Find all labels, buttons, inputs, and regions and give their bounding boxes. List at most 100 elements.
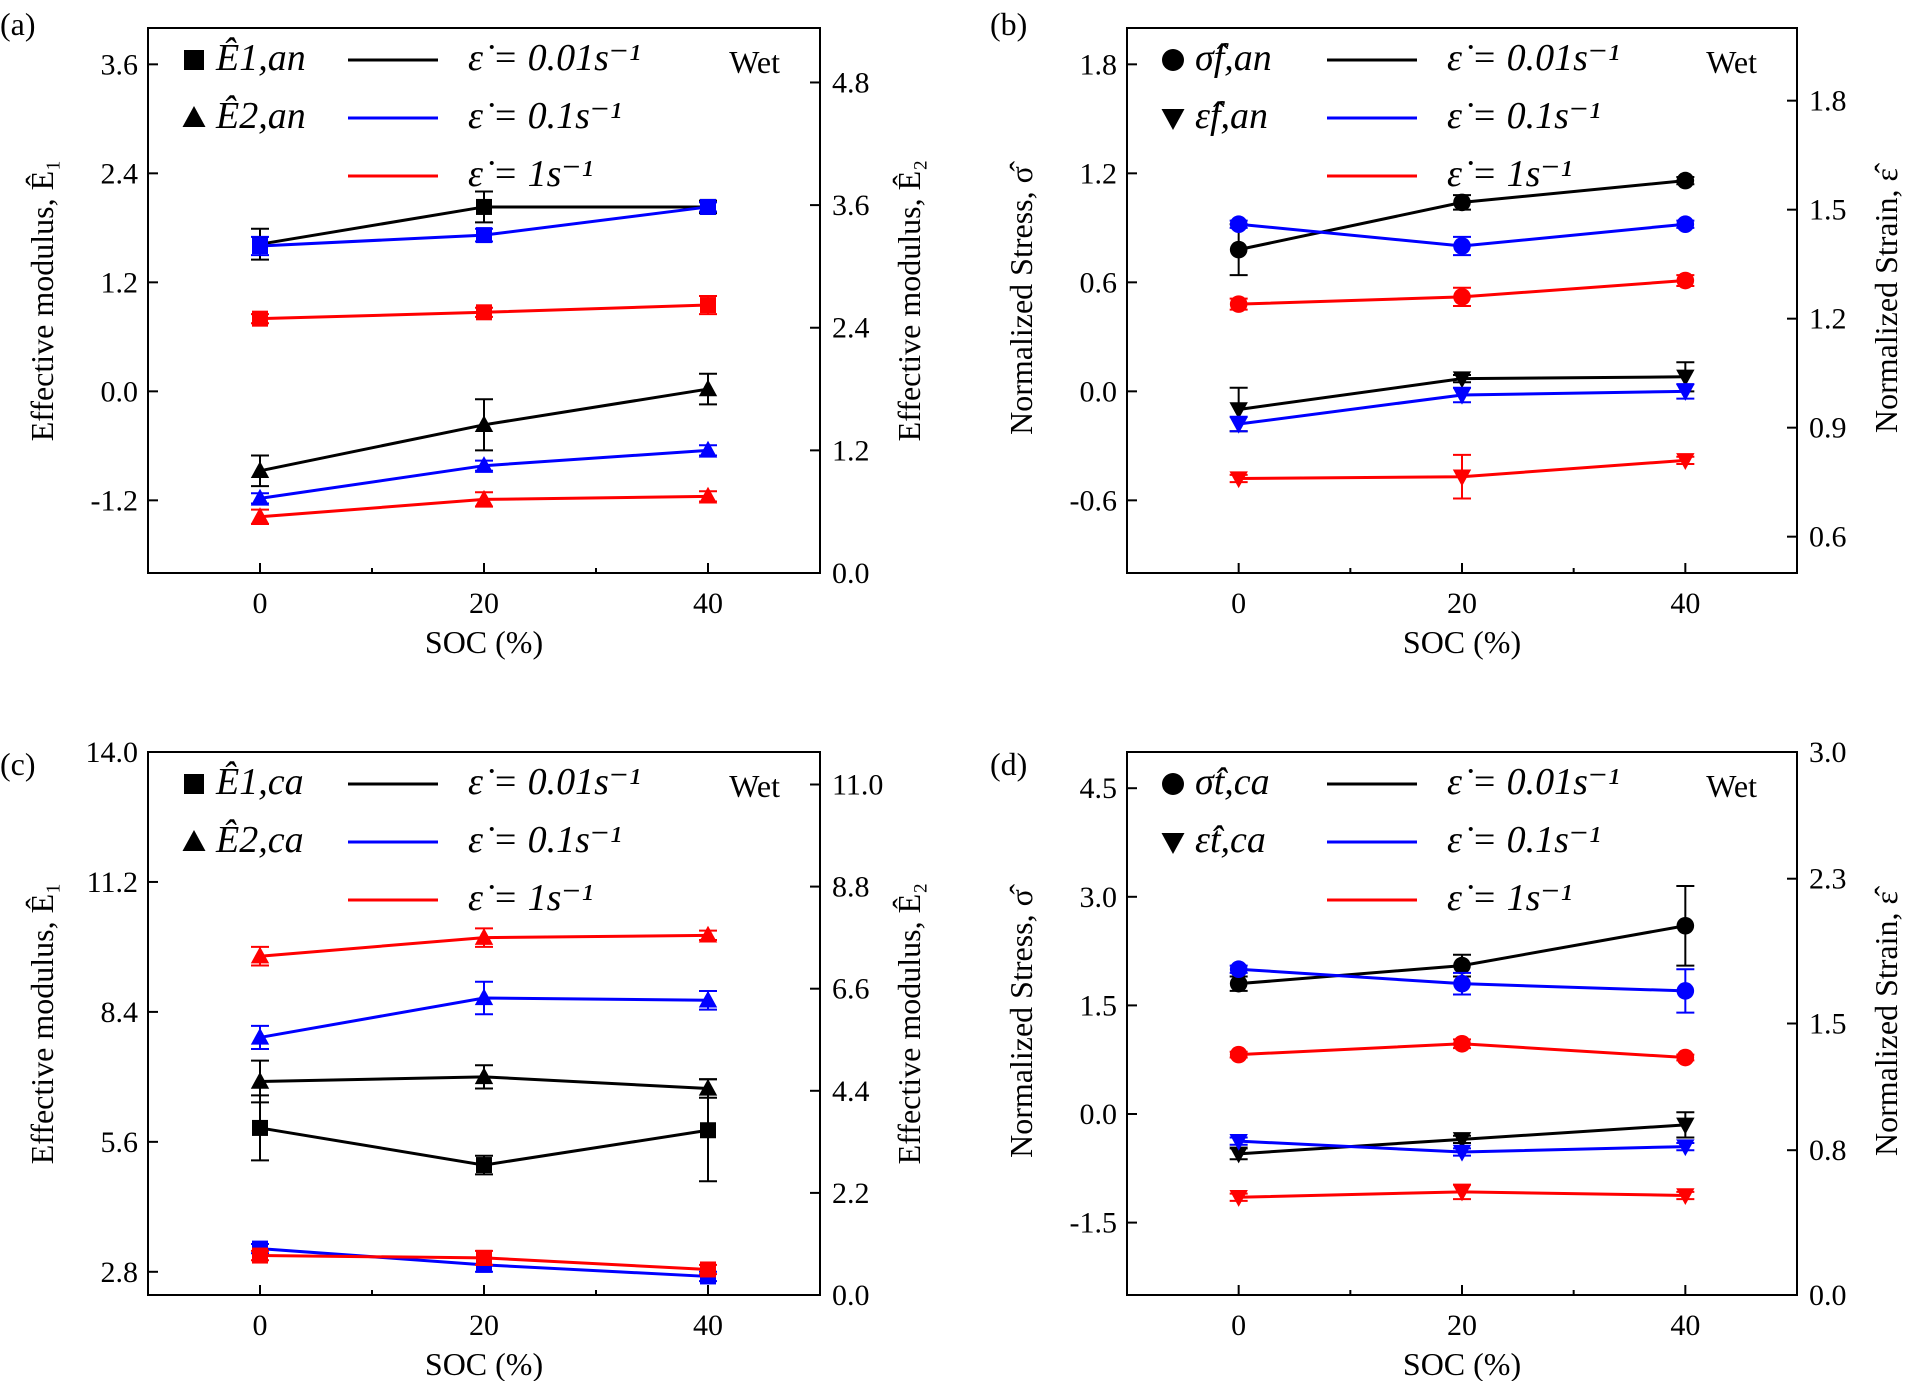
x-tick-label: 20 (1447, 1309, 1477, 1342)
data-point (1229, 1146, 1248, 1164)
y-right-tick-label: 2.4 (832, 312, 870, 345)
data-point (250, 946, 270, 964)
y-left-tick-label: 0.0 (1080, 375, 1118, 408)
y-right-tick-label: 4.8 (832, 66, 870, 99)
x-tick-label: 40 (1670, 1309, 1700, 1342)
y-left-tick-label: 14.0 (86, 736, 139, 769)
legend-line-label: ε̇ = 1s⁻¹ (1447, 877, 1572, 919)
y-left-tick-label: 3.0 (1080, 881, 1118, 914)
y-right-tick-label: 2.2 (832, 1177, 870, 1210)
data-point (1229, 402, 1248, 420)
data-point (1453, 974, 1471, 993)
data-point (1676, 369, 1695, 387)
y-right-tick-label: 1.5 (1809, 1008, 1847, 1041)
data-point (700, 198, 716, 215)
x-tick-label: 20 (1447, 587, 1477, 620)
y-left-tick-label: -0.6 (1070, 484, 1118, 517)
legend-line-label: ε̇ = 1s⁻¹ (468, 153, 593, 195)
y-left-tick-label: 0.0 (1080, 1098, 1118, 1131)
legend-marker (184, 774, 204, 794)
data-point (1452, 387, 1472, 405)
y-right-axis-label: Normalized Strain, ε̂ (1868, 885, 1904, 1156)
x-tick-label: 0 (253, 587, 268, 620)
data-point (476, 304, 492, 321)
y-right-tick-label: 0.8 (1809, 1134, 1847, 1167)
y-left-tick-label: 4.5 (1080, 772, 1118, 805)
series-square-red (251, 294, 717, 327)
series-square-black (251, 190, 717, 261)
data-point (1229, 974, 1248, 993)
panel-c: (c) 0 20 40 SOC (%) 2.8 5.6 8.4 11.2 14.0 0.0 2.2 4.… (0, 736, 927, 1381)
panel-label: (c) (0, 746, 36, 782)
data-point (250, 488, 270, 506)
panel-label: (b) (990, 6, 1027, 42)
x-tick-label: 40 (1670, 587, 1700, 620)
data-point (474, 415, 494, 433)
legend-marker (1162, 49, 1184, 71)
data-point (1229, 1045, 1248, 1064)
legend-marker (184, 50, 204, 70)
legend: Ê1,an Ê2,an ε̇ = 0.01s⁻¹ ε̇ = 0.1s⁻¹ ε̇ = 1s… (182, 37, 780, 195)
wet-annotation: Wet (729, 768, 780, 804)
data-point (698, 990, 718, 1008)
y-right-axis-label: Effective modulus, Ê₂ (891, 883, 927, 1165)
x-axis-label: SOC (%) (425, 624, 543, 660)
data-point (1676, 1048, 1695, 1067)
data-point (1676, 171, 1695, 190)
legend-line-label: ε̇ = 0.1s⁻¹ (1447, 819, 1600, 861)
data-point (252, 1247, 268, 1264)
data-point (700, 1261, 716, 1278)
y-left-tick-label: 2.4 (101, 157, 139, 190)
series-triangle-down-red (1229, 453, 1695, 500)
data-point (1676, 453, 1695, 470)
y-left-tick-label: 1.2 (1080, 157, 1118, 190)
y-left-axis-label: Normalized Stress, σ̂ (1003, 883, 1039, 1158)
data-point (1676, 1139, 1695, 1157)
legend-marker (1161, 833, 1185, 854)
data-point (1676, 215, 1695, 233)
data-point (1453, 288, 1471, 306)
series-circle-blue (1229, 960, 1695, 1014)
panel-label: (d) (990, 746, 1027, 782)
data-point (1452, 1184, 1472, 1202)
series-triangle-black (250, 1059, 718, 1104)
y-right-tick-label: 1.2 (832, 434, 870, 467)
series-triangle-red (250, 486, 718, 525)
y-right-axis-label: Effective modulus, Ê₂ (891, 160, 927, 442)
y-right-tick-label: 1.2 (1809, 303, 1847, 336)
y-left-tick-label: 1.8 (1080, 48, 1118, 81)
data-point (474, 988, 494, 1006)
legend-marker-label: σ̂f,an (1195, 37, 1272, 79)
data-point (698, 1078, 718, 1096)
y-right-tick-label: 0.9 (1809, 412, 1847, 445)
data-point (1452, 371, 1472, 389)
series-triangle-down-blue (1229, 1133, 1695, 1162)
x-tick-label: 0 (253, 1309, 268, 1342)
data-point (1452, 469, 1472, 487)
y-right-tick-label: 11.0 (832, 768, 883, 801)
data-point (1676, 982, 1695, 1000)
panel-a: (a) 0 20 40 SOC (%) -1.2 0.0 1.2 2.4 3.6 0.0 1.2 2.4… (0, 6, 927, 660)
legend-line-label: ε̇ = 0.01s⁻¹ (1447, 37, 1619, 79)
data-point (698, 440, 718, 458)
data-point (474, 1067, 494, 1085)
y-left-tick-label: 2.8 (101, 1256, 139, 1289)
series-triangle-down-black (1229, 1111, 1695, 1164)
data-point (476, 1157, 492, 1174)
data-point (1453, 237, 1471, 255)
y-left-tick-label: 1.2 (101, 266, 139, 299)
data-point (1452, 1144, 1472, 1162)
legend-marker-label: ε̂t,ca (1195, 819, 1266, 861)
data-point (1229, 960, 1248, 978)
data-point (252, 238, 268, 254)
series-triangle-down-red (1229, 1183, 1695, 1207)
legend: σ̂f,an ε̂f,an ε̇ = 0.01s⁻¹ ε̇ = 0.1s⁻¹ ε̇ = … (1161, 37, 1757, 195)
data-point (1676, 1117, 1695, 1135)
x-axis-label: SOC (%) (1403, 624, 1521, 660)
wet-annotation: Wet (1706, 768, 1757, 804)
y-right-tick-label: 0.0 (832, 1279, 870, 1312)
legend-marker (182, 830, 206, 851)
data-point (1676, 271, 1695, 290)
data-point (1452, 1132, 1472, 1149)
data-point (474, 489, 494, 507)
